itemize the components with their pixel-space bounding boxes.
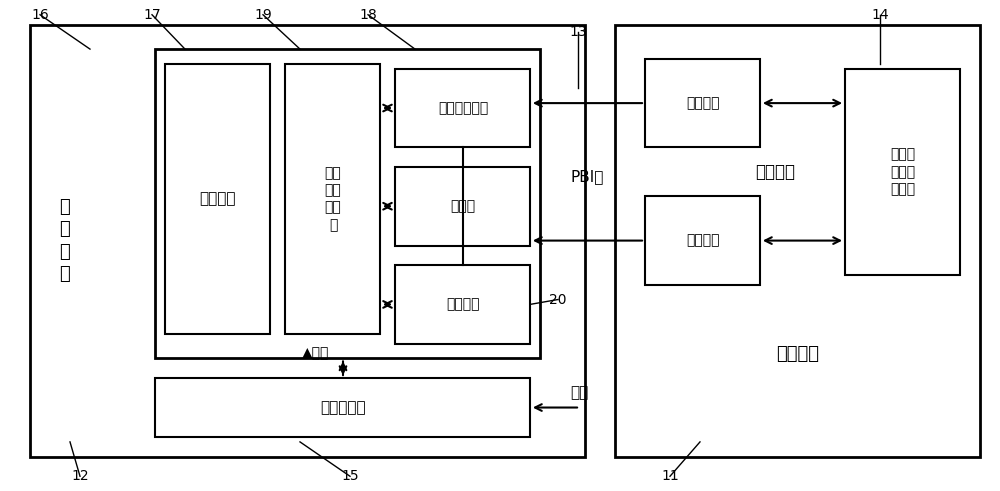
Text: 16: 16 (31, 8, 49, 22)
Bar (645, 59, 760, 147)
Text: 14: 14 (871, 8, 889, 22)
Bar (845, 69, 960, 275)
Text: 适配器: 适配器 (450, 199, 476, 213)
Text: 19: 19 (254, 8, 272, 22)
Text: ▲网口: ▲网口 (302, 347, 329, 360)
Text: 移动终端: 移动终端 (686, 96, 720, 110)
Text: 测
试
系
统: 测 试 系 统 (60, 198, 70, 283)
Text: 12: 12 (71, 469, 89, 483)
Text: 20: 20 (549, 293, 567, 306)
Bar (155, 378, 530, 437)
Text: PBI口: PBI口 (570, 169, 603, 184)
Text: 协议分析仪: 协议分析仪 (320, 400, 366, 415)
Text: 15: 15 (341, 469, 359, 483)
Text: 抽象测试用例: 抽象测试用例 (438, 101, 488, 115)
Bar (395, 265, 530, 344)
Bar (30, 25, 585, 457)
Text: 移动终端: 移动终端 (686, 234, 720, 247)
Text: 编解码器: 编解码器 (446, 298, 480, 311)
Bar (165, 64, 270, 334)
Bar (155, 49, 540, 358)
Text: 测试
管理
控制
器: 测试 管理 控制 器 (325, 166, 341, 232)
Text: 测试平台: 测试平台 (200, 191, 236, 206)
Text: 13: 13 (569, 25, 587, 39)
Text: 18: 18 (359, 8, 377, 22)
Bar (395, 167, 530, 246)
Text: 监听: 监听 (570, 385, 588, 400)
Bar (285, 64, 380, 334)
Bar (615, 25, 980, 457)
Text: 交换与
管理基
础设施: 交换与 管理基 础设施 (890, 148, 916, 196)
Text: 空中接口: 空中接口 (755, 163, 795, 181)
Text: 被测系统: 被测系统 (776, 345, 820, 362)
Text: 17: 17 (143, 8, 161, 22)
Text: 11: 11 (661, 469, 679, 483)
Bar (645, 196, 760, 285)
Bar (395, 69, 530, 147)
